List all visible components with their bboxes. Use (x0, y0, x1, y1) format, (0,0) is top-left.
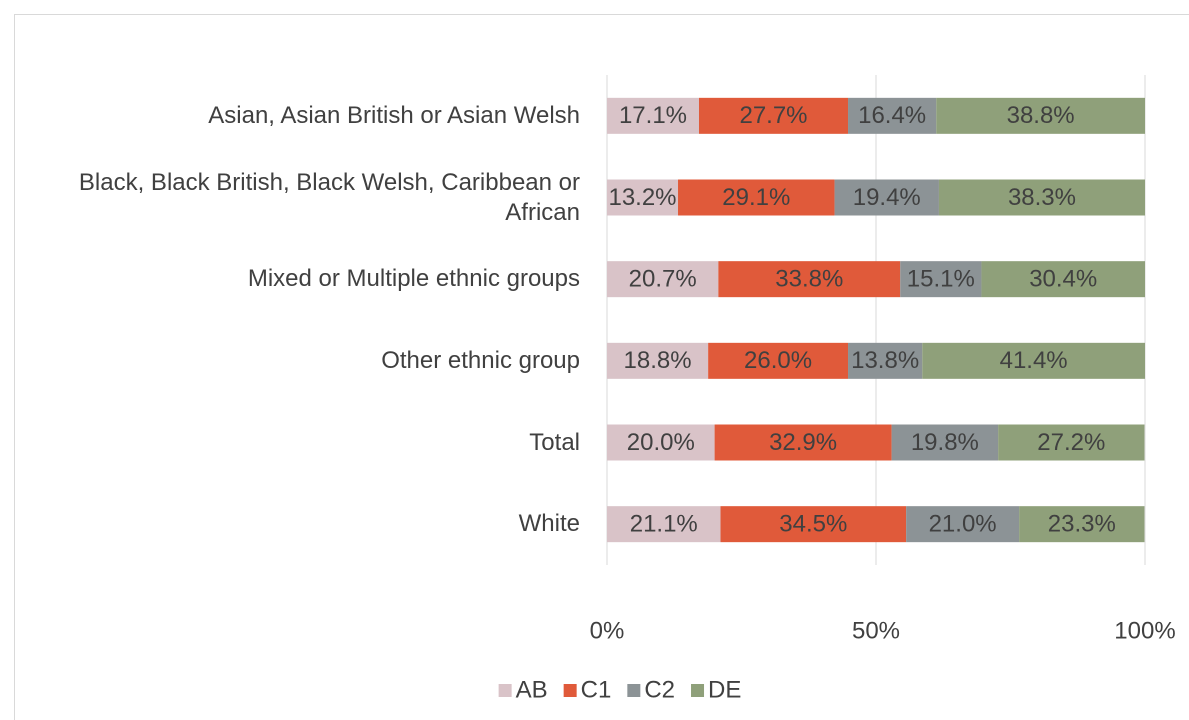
legend-swatch (627, 684, 641, 697)
bar-segment (678, 179, 835, 216)
legend-label: C1 (581, 676, 612, 703)
bar-segment (698, 97, 849, 134)
bar-segment (938, 179, 1145, 216)
data-label: 41.4% (1000, 347, 1068, 374)
y-tick-label: White (518, 510, 580, 538)
legend-swatch (563, 684, 577, 697)
bar-segment (936, 97, 1145, 134)
bar-segment (848, 342, 923, 379)
y-tick-label: Total (529, 428, 580, 456)
data-label: 26.0% (744, 347, 812, 374)
data-label: 19.8% (911, 429, 979, 456)
bar-segment (1019, 506, 1145, 543)
data-label: 23.3% (1048, 511, 1116, 538)
bar-segment (981, 261, 1145, 298)
data-label: 15.1% (907, 266, 975, 293)
data-label: 21.1% (630, 511, 698, 538)
y-tick-label: Mixed or Multiple ethnic groups (247, 265, 580, 293)
x-tick-label: 100% (1114, 617, 1175, 644)
data-label: 33.8% (775, 266, 843, 293)
data-label: 18.8% (624, 347, 692, 374)
x-tick-label: 0% (590, 617, 625, 644)
bar-segment (998, 424, 1145, 461)
data-label: 27.7% (739, 102, 807, 129)
legend-label: C2 (644, 676, 675, 703)
chart-border (14, 14, 1189, 720)
bar-segment (607, 97, 699, 134)
legend-swatch (498, 684, 512, 697)
bar-segment (714, 424, 892, 461)
bar-segment (607, 506, 721, 543)
data-label: 38.3% (1008, 184, 1076, 211)
data-label: 20.7% (629, 266, 697, 293)
data-label: 13.8% (851, 347, 919, 374)
bar-segment (718, 261, 901, 298)
bar-segment (607, 179, 679, 216)
bar-segment (891, 424, 999, 461)
data-label: 38.8% (1007, 102, 1075, 129)
bar-segment (848, 97, 937, 134)
legend-label: DE (708, 676, 741, 703)
data-label: 13.2% (608, 184, 676, 211)
data-label: 17.1% (619, 102, 687, 129)
bar-segment (834, 179, 939, 216)
y-tick-label: Black, Black British, Black Welsh, Carib… (78, 168, 580, 226)
legend-swatch (691, 684, 705, 697)
bar-segment (607, 424, 715, 461)
data-label: 21.0% (929, 511, 997, 538)
bar-segment (607, 342, 709, 379)
bar-segment (900, 261, 982, 298)
y-tick-label: Asian, Asian British or Asian Welsh (208, 101, 580, 129)
bar-segment (906, 506, 1020, 543)
bar-segment (607, 261, 719, 298)
data-label: 34.5% (779, 511, 847, 538)
bar-segment (720, 506, 907, 543)
data-label: 30.4% (1029, 266, 1097, 293)
data-label: 29.1% (722, 184, 790, 211)
x-tick-label: 50% (852, 617, 900, 644)
legend-label: AB (516, 676, 548, 703)
bar-segment (922, 342, 1145, 379)
data-label: 16.4% (858, 102, 926, 129)
data-label: 32.9% (769, 429, 837, 456)
data-label: 20.0% (627, 429, 695, 456)
y-tick-label: Other ethnic group (381, 346, 580, 374)
data-label: 19.4% (853, 184, 921, 211)
bar-segment (708, 342, 849, 379)
data-label: 27.2% (1037, 429, 1105, 456)
